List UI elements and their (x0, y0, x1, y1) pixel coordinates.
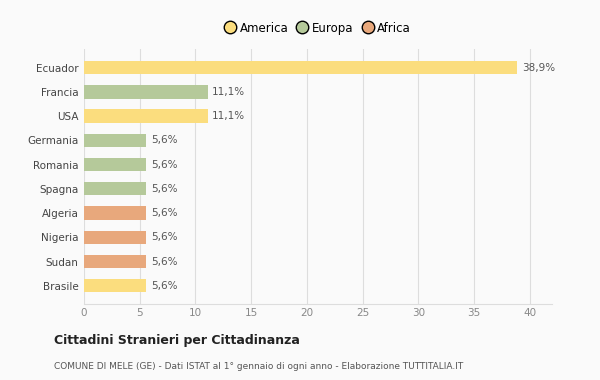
Text: COMUNE DI MELE (GE) - Dati ISTAT al 1° gennaio di ogni anno - Elaborazione TUTTI: COMUNE DI MELE (GE) - Dati ISTAT al 1° g… (54, 362, 463, 370)
Text: 38,9%: 38,9% (522, 63, 555, 73)
Text: 5,6%: 5,6% (151, 135, 178, 145)
Text: Cittadini Stranieri per Cittadinanza: Cittadini Stranieri per Cittadinanza (54, 334, 300, 347)
Bar (84, 158, 146, 171)
Text: 5,6%: 5,6% (151, 160, 178, 169)
Text: 5,6%: 5,6% (151, 208, 178, 218)
Bar (84, 182, 146, 195)
Bar (84, 134, 146, 147)
Bar (84, 279, 146, 293)
Text: 11,1%: 11,1% (212, 111, 245, 121)
Bar (84, 231, 146, 244)
Bar (84, 109, 208, 123)
Text: 11,1%: 11,1% (212, 87, 245, 97)
Text: 5,6%: 5,6% (151, 256, 178, 266)
Bar (84, 255, 146, 268)
Text: 5,6%: 5,6% (151, 184, 178, 194)
Legend: America, Europa, Africa: America, Europa, Africa (223, 20, 413, 37)
Text: 5,6%: 5,6% (151, 232, 178, 242)
Bar (84, 85, 208, 98)
Bar (84, 61, 517, 74)
Bar (84, 206, 146, 220)
Text: 5,6%: 5,6% (151, 281, 178, 291)
